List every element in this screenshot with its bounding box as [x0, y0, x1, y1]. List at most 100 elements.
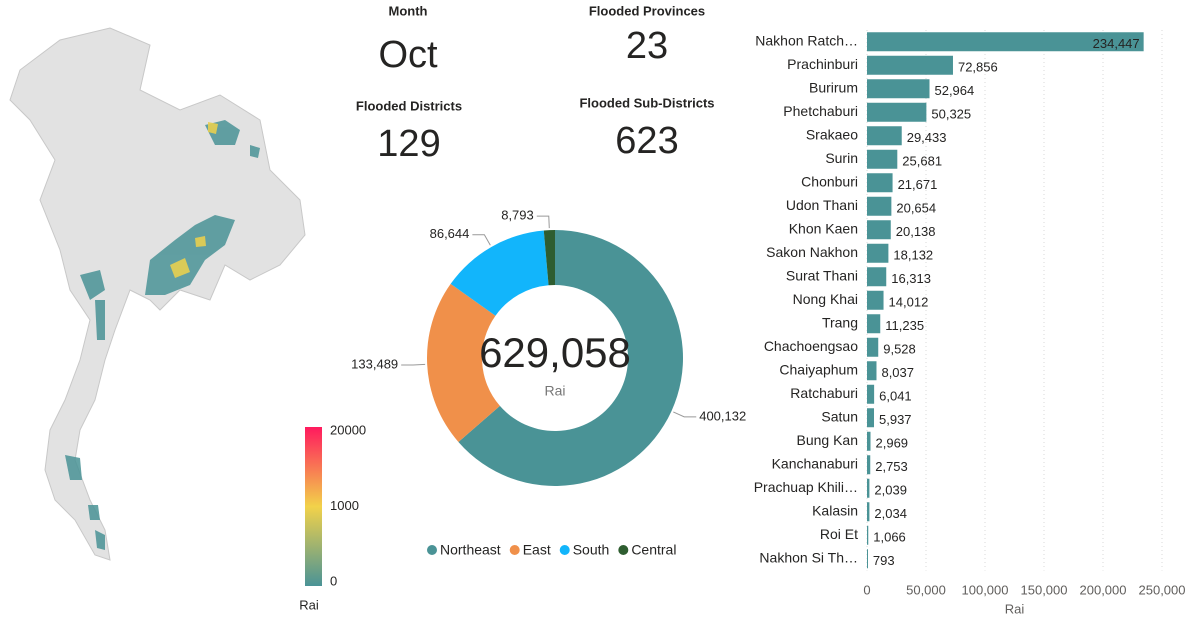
y-tick-label: Chonburi [801, 173, 858, 189]
bar [867, 502, 870, 522]
bar-chart: 0 50,000 100,000 150,000 200,000 250,000 Rai Na… [754, 30, 1186, 616]
bar [867, 79, 930, 99]
flood-hotspots [170, 122, 218, 278]
bar-data-label: 2,969 [876, 436, 909, 451]
x-tick-label: 100,000 [962, 582, 1009, 597]
bar-data-label: 2,034 [874, 506, 907, 521]
y-tick-label: Kanchanaburi [772, 455, 858, 471]
y-tick-label: Nakhon Ratch… [755, 32, 858, 48]
bar [867, 525, 869, 545]
donut-slice [543, 230, 555, 286]
y-tick-label: Kalasin [812, 502, 858, 518]
donut-data-label: 86,644 [430, 226, 470, 241]
y-tick-label: Trang [822, 314, 858, 330]
bar [867, 290, 884, 310]
x-tick-label: 200,000 [1080, 582, 1127, 597]
leader-line [673, 411, 697, 418]
y-tick-label: Srakaeo [806, 126, 858, 142]
y-tick-label: Prachinburi [787, 56, 858, 72]
legend-swatch [509, 545, 520, 555]
legend-swatch [427, 545, 437, 555]
kpi-label: Flooded Districts [356, 98, 462, 113]
bar-data-label: 6,041 [879, 389, 912, 404]
y-tick-label: Roi Et [820, 526, 858, 542]
bar [867, 243, 889, 263]
bar [867, 267, 887, 287]
leader-line [401, 363, 426, 366]
kpi-value: 129 [377, 123, 440, 165]
y-tick-label: Khon Kaen [789, 220, 858, 236]
bar-data-label: 793 [873, 553, 895, 568]
y-tick-label: Burirum [809, 79, 858, 95]
y-tick-label: Phetchaburi [783, 103, 858, 119]
leader-line [536, 215, 550, 229]
bar [867, 32, 1144, 52]
kpi-label: Month [389, 3, 428, 18]
donut-slice [458, 230, 684, 486]
donut-slice [427, 283, 500, 442]
legend-swatch [559, 545, 570, 555]
bar [867, 361, 877, 381]
donut-center-label: Rai [544, 383, 565, 399]
x-tick-label: 0 [863, 582, 870, 597]
y-tick-label: Prachuap Khili… [754, 479, 858, 495]
bar-data-label: 2,039 [874, 483, 907, 498]
colorbar-bar [305, 427, 322, 586]
bar [867, 314, 881, 334]
bar [867, 126, 902, 146]
y-tick-label: Surat Thani [786, 267, 858, 283]
bar-data-label: 1,066 [873, 530, 906, 545]
x-axis-title: Rai [1005, 601, 1025, 616]
bar [867, 149, 898, 169]
bar-data-label: 14,012 [889, 295, 929, 310]
leader-line [472, 234, 491, 246]
colorbar-tick-label: 20000 [330, 422, 366, 437]
y-tick-label: Ratchaburi [790, 385, 858, 401]
bar-data-label: 52,964 [934, 83, 974, 98]
flood-areas [65, 120, 260, 550]
bar [867, 196, 892, 216]
donut-data-label: 133,489 [351, 356, 398, 371]
donut-chart: 400,132 133,489 86,644 8,793 [351, 208, 746, 486]
bar-data-label: 29,433 [907, 130, 947, 145]
legend-label: South [573, 542, 610, 558]
bar-data-label: 5,937 [879, 412, 912, 427]
bar-data-label: 20,138 [896, 224, 936, 239]
bar-data-label: 50,325 [931, 107, 971, 122]
colorbar: 0 1000 20000 Rai [299, 422, 366, 612]
y-tick-label: Surin [825, 150, 858, 166]
bar [867, 431, 871, 451]
y-tick-label: Chachoengsao [764, 338, 858, 354]
y-tick-label: Sakon Nakhon [766, 244, 858, 260]
kpi-value: 623 [615, 120, 678, 162]
legend-label: Northeast [440, 542, 501, 558]
colorbar-tick-label: 0 [330, 573, 337, 588]
donut-data-label: 8,793 [501, 208, 534, 223]
map [9, 27, 306, 561]
donut-data-label: 400,132 [699, 408, 746, 423]
y-tick-label: Udon Thani [786, 197, 858, 213]
legend-label: East [523, 542, 551, 558]
bar-data-label: 8,037 [881, 365, 914, 380]
bar [867, 173, 893, 193]
kpi-value: Oct [378, 34, 438, 76]
bar [867, 384, 875, 404]
bar [867, 478, 870, 498]
kpi-label: Flooded Sub-Districts [579, 95, 714, 110]
kpi-value: 23 [626, 25, 668, 67]
bar [867, 55, 953, 75]
x-tick-label: 250,000 [1139, 582, 1186, 597]
bar-data-label: 20,654 [896, 201, 936, 216]
y-tick-label: Chaiyaphum [779, 361, 858, 377]
donut-slice [450, 230, 549, 316]
bar-data-label: 9,528 [883, 342, 916, 357]
bar [867, 102, 927, 122]
bar [867, 408, 875, 428]
x-tick-label: 150,000 [1021, 582, 1068, 597]
colorbar-tick-label: 1000 [330, 498, 359, 513]
y-tick-label: Satun [821, 408, 858, 424]
bar-data-label: 18,132 [893, 248, 933, 263]
bar [867, 337, 879, 357]
donut-center-value: 629,058 [479, 329, 631, 376]
